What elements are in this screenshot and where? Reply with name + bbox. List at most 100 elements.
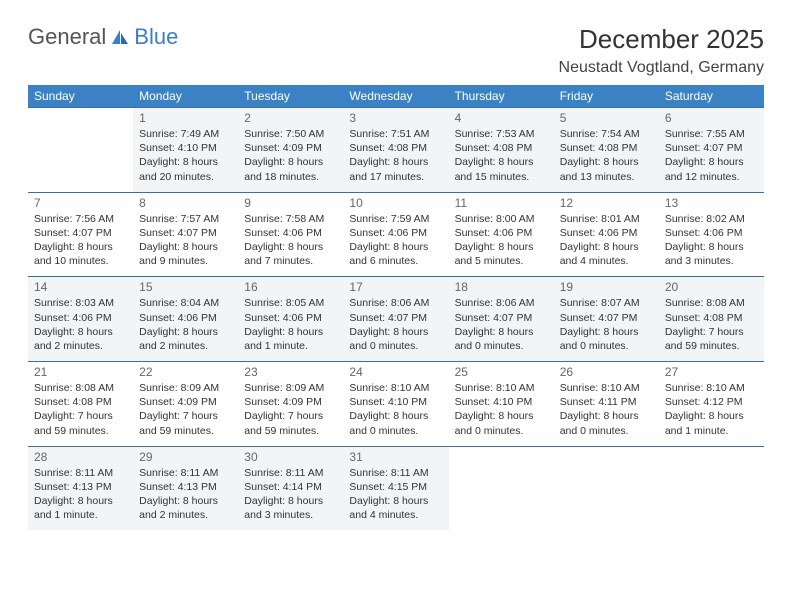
sunrise-text: Sunrise: 7:56 AM <box>34 212 127 226</box>
sunset-text: Sunset: 4:13 PM <box>34 480 127 494</box>
day-number: 23 <box>244 365 337 379</box>
title-block: December 2025 Neustadt Vogtland, Germany <box>559 24 764 77</box>
daylight-text: and 17 minutes. <box>349 170 442 184</box>
sunrise-text: Sunrise: 7:53 AM <box>455 127 548 141</box>
daylight-text: Daylight: 8 hours <box>455 325 548 339</box>
daylight-text: and 13 minutes. <box>560 170 653 184</box>
weekday-header: Thursday <box>449 85 554 108</box>
calendar-day-cell: 12Sunrise: 8:01 AMSunset: 4:06 PMDayligh… <box>554 192 659 277</box>
sunrise-text: Sunrise: 7:59 AM <box>349 212 442 226</box>
sunset-text: Sunset: 4:08 PM <box>455 141 548 155</box>
calendar-day-cell: 8Sunrise: 7:57 AMSunset: 4:07 PMDaylight… <box>133 192 238 277</box>
sunset-text: Sunset: 4:06 PM <box>455 226 548 240</box>
daylight-text: Daylight: 8 hours <box>34 325 127 339</box>
day-number: 30 <box>244 450 337 464</box>
sunrise-text: Sunrise: 7:51 AM <box>349 127 442 141</box>
daylight-text: Daylight: 8 hours <box>244 325 337 339</box>
calendar-week-row: 28Sunrise: 8:11 AMSunset: 4:13 PMDayligh… <box>28 446 764 530</box>
calendar-day-cell: 24Sunrise: 8:10 AMSunset: 4:10 PMDayligh… <box>343 362 448 447</box>
sunrise-text: Sunrise: 8:00 AM <box>455 212 548 226</box>
calendar-day-cell: 25Sunrise: 8:10 AMSunset: 4:10 PMDayligh… <box>449 362 554 447</box>
daylight-text: Daylight: 8 hours <box>139 240 232 254</box>
sunrise-text: Sunrise: 8:06 AM <box>455 296 548 310</box>
calendar-day-cell: 31Sunrise: 8:11 AMSunset: 4:15 PMDayligh… <box>343 446 448 530</box>
calendar-week-row: 14Sunrise: 8:03 AMSunset: 4:06 PMDayligh… <box>28 277 764 362</box>
calendar-day-cell: 26Sunrise: 8:10 AMSunset: 4:11 PMDayligh… <box>554 362 659 447</box>
day-number: 31 <box>349 450 442 464</box>
sunrise-text: Sunrise: 8:11 AM <box>349 466 442 480</box>
day-number: 18 <box>455 280 548 294</box>
sunrise-text: Sunrise: 8:11 AM <box>139 466 232 480</box>
daylight-text: Daylight: 8 hours <box>139 494 232 508</box>
sunrise-text: Sunrise: 8:10 AM <box>665 381 758 395</box>
calendar-day-cell: 22Sunrise: 8:09 AMSunset: 4:09 PMDayligh… <box>133 362 238 447</box>
daylight-text: Daylight: 7 hours <box>34 409 127 423</box>
calendar-day-cell: 2Sunrise: 7:50 AMSunset: 4:09 PMDaylight… <box>238 108 343 193</box>
daylight-text: Daylight: 8 hours <box>665 240 758 254</box>
daylight-text: Daylight: 8 hours <box>244 494 337 508</box>
day-number: 5 <box>560 111 653 125</box>
sunset-text: Sunset: 4:07 PM <box>139 226 232 240</box>
calendar-day-cell <box>659 446 764 530</box>
weekday-header: Sunday <box>28 85 133 108</box>
sunset-text: Sunset: 4:14 PM <box>244 480 337 494</box>
daylight-text: and 10 minutes. <box>34 254 127 268</box>
daylight-text: and 1 minute. <box>244 339 337 353</box>
daylight-text: and 0 minutes. <box>349 339 442 353</box>
weekday-header-row: Sunday Monday Tuesday Wednesday Thursday… <box>28 85 764 108</box>
sail-icon <box>110 28 130 46</box>
location: Neustadt Vogtland, Germany <box>559 59 764 77</box>
sunset-text: Sunset: 4:12 PM <box>665 395 758 409</box>
day-number: 11 <box>455 196 548 210</box>
daylight-text: Daylight: 8 hours <box>349 494 442 508</box>
sunrise-text: Sunrise: 8:08 AM <box>34 381 127 395</box>
daylight-text: and 9 minutes. <box>139 254 232 268</box>
daylight-text: and 59 minutes. <box>139 424 232 438</box>
day-number: 15 <box>139 280 232 294</box>
sunset-text: Sunset: 4:06 PM <box>139 311 232 325</box>
day-number: 13 <box>665 196 758 210</box>
daylight-text: Daylight: 8 hours <box>560 155 653 169</box>
calendar-day-cell: 16Sunrise: 8:05 AMSunset: 4:06 PMDayligh… <box>238 277 343 362</box>
sunset-text: Sunset: 4:06 PM <box>34 311 127 325</box>
sunset-text: Sunset: 4:10 PM <box>139 141 232 155</box>
calendar-table: Sunday Monday Tuesday Wednesday Thursday… <box>28 85 764 530</box>
sunrise-text: Sunrise: 7:54 AM <box>560 127 653 141</box>
daylight-text: Daylight: 8 hours <box>349 240 442 254</box>
day-number: 12 <box>560 196 653 210</box>
calendar-day-cell: 21Sunrise: 8:08 AMSunset: 4:08 PMDayligh… <box>28 362 133 447</box>
daylight-text: and 4 minutes. <box>560 254 653 268</box>
sunrise-text: Sunrise: 8:05 AM <box>244 296 337 310</box>
sunset-text: Sunset: 4:10 PM <box>349 395 442 409</box>
daylight-text: Daylight: 8 hours <box>665 409 758 423</box>
calendar-week-row: 1Sunrise: 7:49 AMSunset: 4:10 PMDaylight… <box>28 108 764 193</box>
calendar-day-cell <box>449 446 554 530</box>
weekday-header: Tuesday <box>238 85 343 108</box>
day-number: 21 <box>34 365 127 379</box>
sunset-text: Sunset: 4:07 PM <box>455 311 548 325</box>
calendar-day-cell: 29Sunrise: 8:11 AMSunset: 4:13 PMDayligh… <box>133 446 238 530</box>
sunrise-text: Sunrise: 8:11 AM <box>34 466 127 480</box>
calendar-day-cell <box>554 446 659 530</box>
calendar-day-cell: 11Sunrise: 8:00 AMSunset: 4:06 PMDayligh… <box>449 192 554 277</box>
sunset-text: Sunset: 4:09 PM <box>139 395 232 409</box>
calendar-day-cell: 28Sunrise: 8:11 AMSunset: 4:13 PMDayligh… <box>28 446 133 530</box>
daylight-text: Daylight: 8 hours <box>665 155 758 169</box>
daylight-text: Daylight: 8 hours <box>349 155 442 169</box>
daylight-text: Daylight: 8 hours <box>34 494 127 508</box>
sunrise-text: Sunrise: 8:11 AM <box>244 466 337 480</box>
sunset-text: Sunset: 4:07 PM <box>34 226 127 240</box>
daylight-text: Daylight: 8 hours <box>455 409 548 423</box>
day-number: 4 <box>455 111 548 125</box>
day-number: 16 <box>244 280 337 294</box>
day-number: 9 <box>244 196 337 210</box>
sunset-text: Sunset: 4:09 PM <box>244 141 337 155</box>
calendar-day-cell: 10Sunrise: 7:59 AMSunset: 4:06 PMDayligh… <box>343 192 448 277</box>
calendar-day-cell: 14Sunrise: 8:03 AMSunset: 4:06 PMDayligh… <box>28 277 133 362</box>
day-number: 26 <box>560 365 653 379</box>
daylight-text: and 0 minutes. <box>560 424 653 438</box>
calendar-day-cell: 20Sunrise: 8:08 AMSunset: 4:08 PMDayligh… <box>659 277 764 362</box>
sunset-text: Sunset: 4:06 PM <box>665 226 758 240</box>
daylight-text: Daylight: 8 hours <box>244 240 337 254</box>
day-number: 20 <box>665 280 758 294</box>
